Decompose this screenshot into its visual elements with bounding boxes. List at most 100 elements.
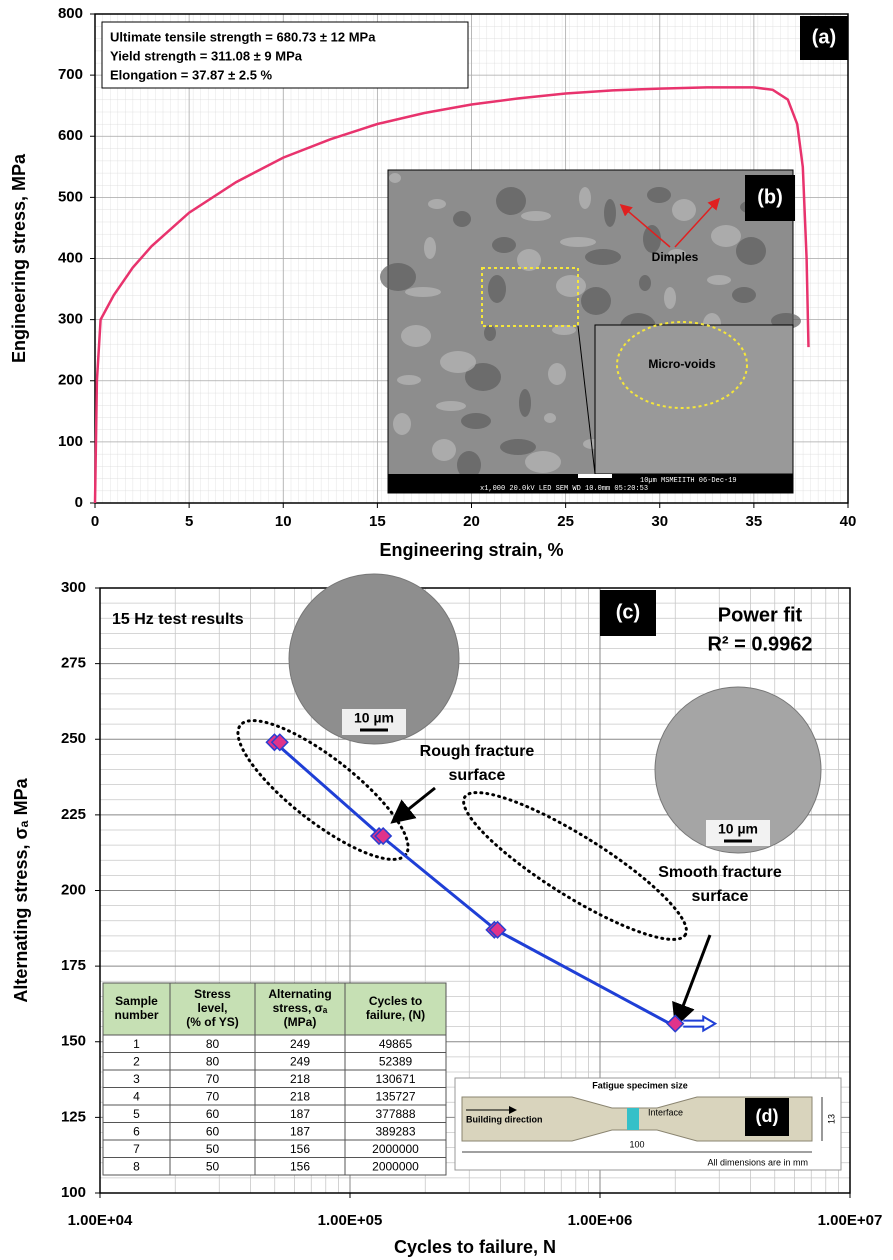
x-tick-label: 1.00E+06 <box>568 1212 633 1229</box>
x-tick-label: 0 <box>91 513 99 530</box>
y-axis-label: Alternating stress, σₐ MPa <box>11 777 31 1002</box>
y-tick-label: 275 <box>61 655 86 672</box>
sem-texture <box>500 439 536 455</box>
sem-texture <box>604 199 616 227</box>
sem-subinset <box>595 325 793 474</box>
sem-texture <box>428 199 446 209</box>
r2-label: R² = 0.9962 <box>707 633 812 655</box>
x-tick-label: 35 <box>746 513 763 530</box>
sem-texture <box>432 439 456 461</box>
specimen-title: Fatigue specimen size <box>592 1080 688 1090</box>
smooth-label: Smooth fracture <box>658 864 782 881</box>
x-tick-label: 1.00E+05 <box>318 1212 383 1229</box>
sem-texture <box>643 225 661 253</box>
sem-texture <box>639 275 651 291</box>
sem-texture <box>525 451 561 473</box>
table-cell: 249 <box>290 1037 310 1051</box>
property-text: Ultimate tensile strength = 680.73 ± 12 … <box>110 29 376 44</box>
y-tick-label: 250 <box>61 730 86 747</box>
data-point <box>667 1016 683 1032</box>
y-tick-label: 125 <box>61 1108 86 1125</box>
x-axis-label: Engineering strain, % <box>379 540 563 560</box>
dimples-label: Dimples <box>652 250 699 264</box>
table-cell: 70 <box>206 1089 220 1103</box>
sem-texture <box>672 199 696 221</box>
y-tick-label: 700 <box>58 66 83 83</box>
x-tick-label: 15 <box>369 513 386 530</box>
sem-texture <box>519 389 531 417</box>
sem-inset: Micro-voidsDimples10µm MSMEIITH 06-Dec-1… <box>380 170 801 493</box>
y-tick-label: 500 <box>58 188 83 205</box>
units-label: All dimensions are in mm <box>707 1157 808 1167</box>
y-tick-label: 150 <box>61 1033 86 1050</box>
table-cell: 6 <box>133 1124 140 1138</box>
y-tick-label: 0 <box>75 494 83 511</box>
table-cell: 5 <box>133 1107 140 1121</box>
table-header: failure, (N) <box>366 1008 425 1022</box>
sem-texture <box>488 275 506 303</box>
table-header: number <box>114 1008 158 1022</box>
x-tick-label: 1.00E+07 <box>818 1212 883 1229</box>
rough-label: Rough fracture <box>420 743 535 760</box>
y-tick-label: 800 <box>58 5 83 22</box>
table-header: Sample <box>115 994 158 1008</box>
sem-texture <box>405 287 441 297</box>
sem-texture <box>732 287 756 303</box>
table-cell: 50 <box>206 1142 220 1156</box>
table-header: (MPa) <box>284 1015 317 1029</box>
sem-texture <box>389 173 401 183</box>
table-cell: 3 <box>133 1072 140 1086</box>
y-tick-label: 200 <box>58 372 83 389</box>
property-text: Yield strength = 311.08 ± 9 MPa <box>110 48 303 63</box>
fit-label: Power fit <box>718 604 803 626</box>
table-cell: 156 <box>290 1159 310 1173</box>
figure: 0510152025303540010020030040050060070080… <box>0 0 893 1260</box>
sem-texture <box>424 237 436 259</box>
sem-texture <box>560 237 596 247</box>
y-tick-label: 225 <box>61 806 86 823</box>
table-cell: 187 <box>290 1107 310 1121</box>
pointer <box>677 935 710 1022</box>
table-cell: 60 <box>206 1124 220 1138</box>
table-cell: 1 <box>133 1037 140 1051</box>
sem-texture <box>380 263 416 291</box>
sem-texture <box>548 363 566 385</box>
table-cell: 4 <box>133 1089 140 1103</box>
table-header: (% of YS) <box>186 1015 238 1029</box>
y-tick-label: 300 <box>61 579 86 596</box>
x-tick-label: 5 <box>185 513 193 530</box>
table-header: Stress <box>194 987 231 1001</box>
table-cell: 249 <box>290 1054 310 1068</box>
sem-texture <box>585 249 621 265</box>
sem-texture <box>484 325 496 341</box>
panel-label: (c) <box>616 601 640 623</box>
table-cell: 389283 <box>375 1124 415 1138</box>
sem-texture <box>736 237 766 265</box>
runout-arrow <box>683 1017 715 1031</box>
panel-label: (d) <box>756 1106 779 1126</box>
scale-bar <box>578 474 612 478</box>
table-cell: 2 <box>133 1054 140 1068</box>
sem-texture <box>579 187 591 209</box>
y-tick-label: 100 <box>58 433 83 450</box>
test-label: 15 Hz test results <box>112 611 244 628</box>
property-text: Elongation = 37.87 ± 2.5 % <box>110 67 273 82</box>
sem-texture <box>461 413 491 429</box>
scale-label: 10 µm <box>718 821 758 837</box>
table-cell: 218 <box>290 1089 310 1103</box>
sem-texture <box>707 275 731 285</box>
sem-texture <box>556 275 586 297</box>
sem-texture <box>581 287 611 315</box>
table-cell: 2000000 <box>372 1142 419 1156</box>
x-tick-label: 25 <box>557 513 574 530</box>
table-cell: 52389 <box>379 1054 413 1068</box>
width-label: 13 <box>826 1114 836 1124</box>
y-tick-label: 100 <box>61 1184 86 1201</box>
y-axis-label: Engineering stress, MPa <box>9 153 29 363</box>
x-tick-label: 20 <box>463 513 480 530</box>
sem-texture <box>397 375 421 385</box>
sem-texture <box>401 325 431 347</box>
table-cell: 130671 <box>375 1072 415 1086</box>
table-header: level, <box>197 1001 227 1015</box>
